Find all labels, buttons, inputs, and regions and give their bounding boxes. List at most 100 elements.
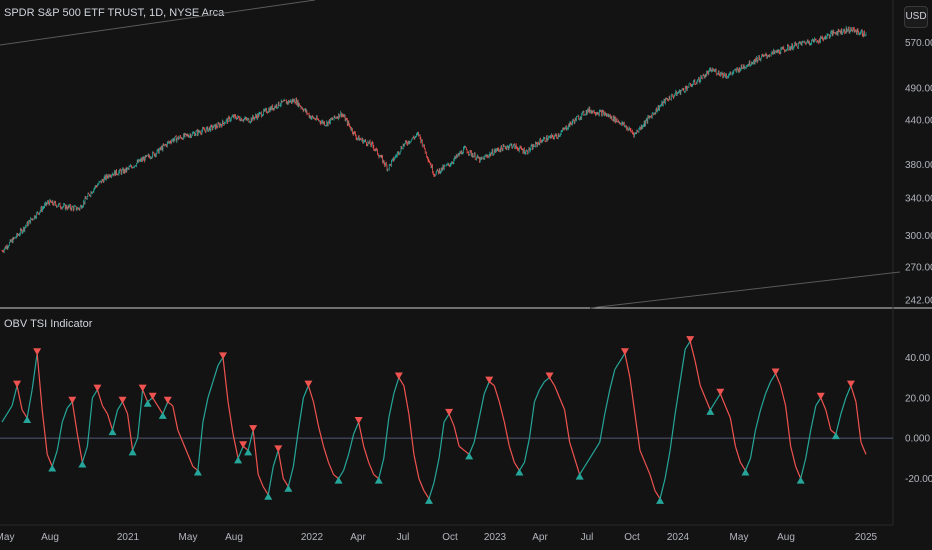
- tsi-segment: [564, 409, 571, 443]
- tsi-segment: [604, 389, 611, 415]
- tsi-segment: [343, 454, 350, 471]
- tsi-segment: [805, 430, 812, 459]
- tsi-segment: [302, 385, 309, 398]
- tsi-segment: [594, 441, 601, 451]
- sell-signal-marker: [13, 380, 22, 388]
- buy-signal-marker: [78, 460, 87, 468]
- tsi-segment: [709, 401, 716, 411]
- tsi-segment: [202, 397, 209, 423]
- tsi-segment: [368, 462, 375, 475]
- tsi-segment: [689, 341, 696, 362]
- tsi-segment: [167, 401, 174, 407]
- tsi-segment: [51, 450, 58, 467]
- sell-signal-marker: [239, 441, 248, 449]
- tsi-segment: [554, 385, 561, 398]
- sell-signal-marker: [545, 372, 554, 380]
- buy-signal-marker: [264, 492, 273, 500]
- tsi-segment: [840, 397, 847, 415]
- tsi-segment: [483, 381, 490, 394]
- price-tick-label: 440.00: [905, 116, 932, 127]
- tsi-segment: [117, 401, 124, 411]
- tsi-segment: [664, 450, 671, 479]
- time-tick-label: Aug: [777, 532, 795, 543]
- tsi-segment: [835, 413, 842, 435]
- indicator-tick-label: 0.000: [905, 434, 930, 445]
- tsi-segment: [498, 401, 505, 423]
- tsi-segment: [639, 450, 646, 463]
- tsi-segment: [679, 349, 686, 382]
- tsi-segment: [126, 413, 134, 451]
- tsi-segment: [383, 417, 390, 459]
- tsi-segment: [659, 478, 666, 499]
- tsi-segment: [453, 425, 460, 447]
- sell-signal-marker: [485, 376, 494, 384]
- tsi-segment: [503, 421, 510, 447]
- tsi-segment: [333, 474, 339, 480]
- tsi-segment: [147, 397, 154, 403]
- indicator-y-axis: 40.00 20.00 0.000 -20.00: [905, 353, 932, 485]
- tsi-segment: [674, 381, 681, 415]
- buy-signal-marker: [796, 476, 805, 484]
- signal-markers: [13, 336, 855, 504]
- tsi-segment: [478, 393, 485, 419]
- tsi-segment: [513, 462, 520, 471]
- tsi-segment: [775, 373, 782, 386]
- price-tick-label: 300.00: [905, 231, 932, 242]
- tsi-segment: [71, 401, 78, 435]
- time-tick-label: 2021: [117, 532, 140, 543]
- tsi-segment: [66, 401, 73, 409]
- tsi-segment: [634, 413, 641, 451]
- sell-signal-marker: [394, 372, 403, 380]
- buy-signal-marker: [48, 464, 57, 472]
- time-tick-label: 2025: [855, 532, 878, 543]
- buy-signal-marker: [515, 468, 524, 476]
- tsi-segment: [317, 425, 325, 447]
- tsi-segment: [739, 462, 746, 471]
- time-tick-label: May: [730, 532, 749, 543]
- sell-signal-marker: [771, 368, 780, 376]
- tsi-segment: [790, 446, 797, 467]
- tsi-segment: [684, 340, 691, 350]
- tsi-segment: [574, 458, 581, 475]
- tsi-segment: [780, 385, 787, 406]
- tsi-segment: [142, 389, 149, 403]
- tsi-segment: [132, 437, 139, 451]
- currency-button[interactable]: USD: [904, 6, 928, 28]
- time-tick-label: Aug: [41, 532, 59, 543]
- time-tick-label: May: [179, 532, 198, 543]
- buy-signal-marker: [706, 407, 715, 415]
- sell-signal-marker: [686, 336, 695, 344]
- tsi-segment: [654, 490, 661, 500]
- tsi-segment: [287, 466, 294, 487]
- tsi-segment: [619, 352, 626, 362]
- tsi-segment: [182, 442, 189, 455]
- tsi-segment: [388, 393, 395, 419]
- tsi-segment: [272, 450, 279, 467]
- tsi-segment: [714, 393, 721, 403]
- tsi-segment: [538, 381, 546, 390]
- tsi-segment: [428, 482, 435, 500]
- tsi-segment: [609, 369, 616, 390]
- sell-signal-marker: [138, 384, 147, 392]
- tsi-segment: [448, 413, 455, 427]
- tsi-segment: [649, 474, 656, 491]
- indicator-title: OBV TSI Indicator: [4, 318, 93, 330]
- tsi-segment: [237, 446, 244, 459]
- tsi-segment: [162, 401, 169, 415]
- tsi-segment: [152, 397, 159, 407]
- time-tick-label: Apr: [532, 532, 548, 543]
- tsi-segment: [363, 446, 370, 463]
- tsi-segment: [734, 446, 741, 463]
- time-tick-label: 2022: [301, 532, 324, 543]
- tsi-segment: [850, 385, 857, 402]
- buy-signal-marker: [424, 496, 433, 504]
- tsi-segment: [770, 373, 777, 382]
- trend-line: [589, 271, 901, 309]
- tsi-segment: [41, 409, 48, 455]
- tsi-segment: [860, 442, 867, 455]
- tsi-segment: [358, 421, 365, 447]
- time-tick-label: Oct: [442, 532, 458, 543]
- tsi-segment: [699, 385, 706, 398]
- tsi-segment: [398, 377, 405, 386]
